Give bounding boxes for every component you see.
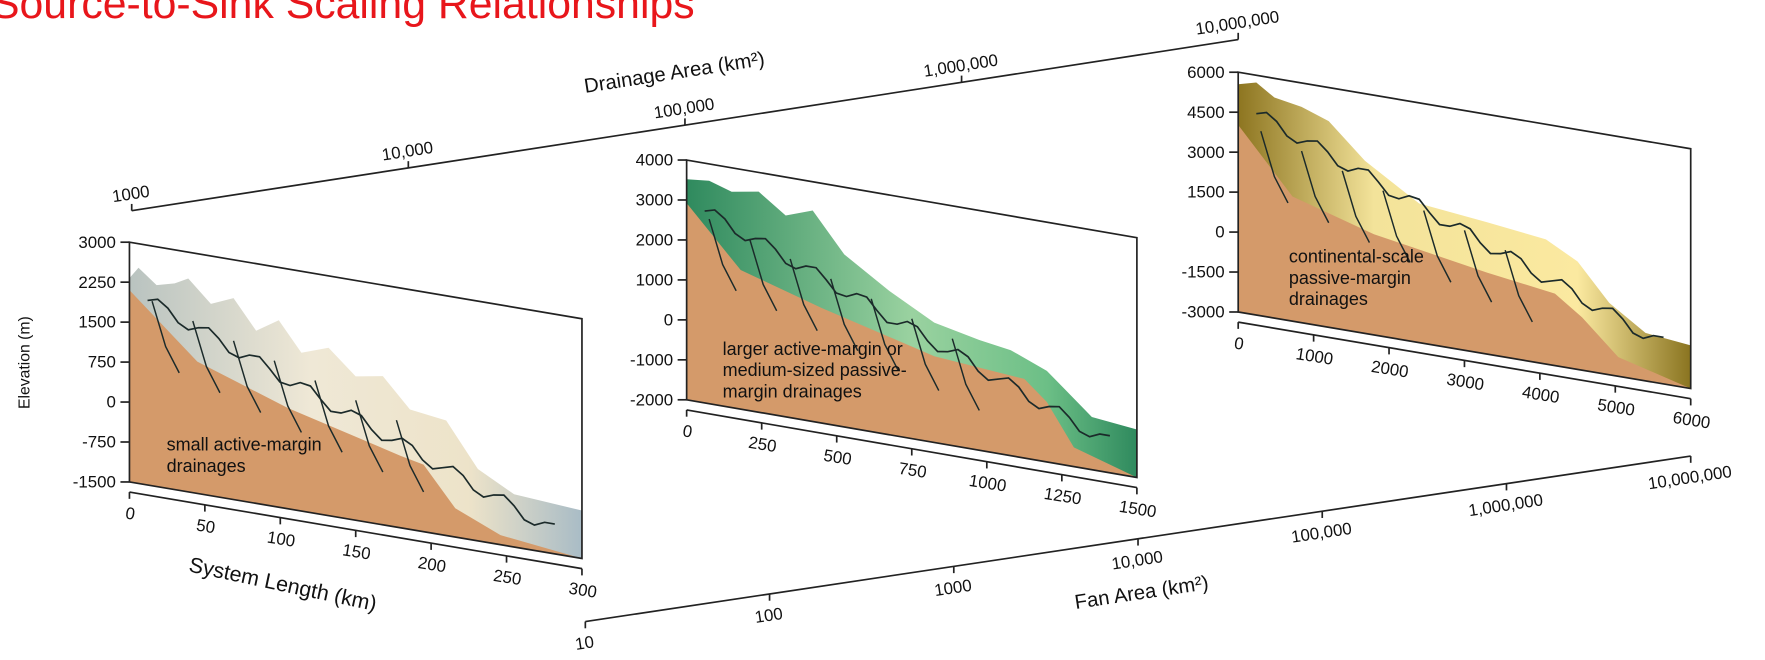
elevation-tick-label: -1500: [1182, 263, 1225, 282]
length-tick-label: 4000: [1521, 382, 1561, 407]
elevation-tick-label: 0: [107, 393, 116, 412]
length-tick-label: 250: [747, 433, 778, 456]
elevation-tick-label: 3000: [78, 233, 116, 252]
elevation-tick-label: 0: [664, 310, 673, 329]
length-tick-label: 1500: [1118, 497, 1158, 522]
axis-tick-label: 1,000,000: [1467, 490, 1544, 520]
axis-tick-label: 10: [574, 632, 595, 654]
length-tick-label: 50: [195, 516, 217, 538]
length-axis-title: System Length (km): [187, 553, 379, 616]
length-tick-label: 100: [266, 528, 297, 551]
length-tick-label: 200: [417, 553, 448, 576]
length-tick-label: 3000: [1445, 370, 1485, 395]
length-tick-label: 300: [567, 579, 598, 602]
elevation-tick-label: 3000: [636, 191, 674, 210]
elevation-tick-label: 750: [88, 353, 116, 372]
title: Source-to-Sink Scaling Relationships: [0, 0, 695, 28]
length-tick-label: 0: [681, 421, 693, 441]
length-tick-label: 5000: [1596, 395, 1636, 420]
elevation-tick-label: -1500: [73, 473, 116, 492]
diagram-layer: 100010,000100,0001,000,00010,000,000Drai…: [16, 7, 1733, 654]
length-tick-label: 1250: [1043, 484, 1083, 509]
length-tick-label: 500: [822, 446, 853, 469]
axis-tick-label: 1000: [111, 182, 151, 207]
elevation-tick-label: 4000: [636, 151, 674, 170]
length-tick-label: 0: [1233, 334, 1245, 354]
elevation-tick-label: 0: [1215, 223, 1224, 242]
elevation-tick-label: 1500: [1187, 183, 1225, 202]
panel-caption: medium-sized passive-: [723, 360, 907, 380]
length-tick-label: 1000: [968, 471, 1008, 496]
length-tick-label: 250: [492, 566, 523, 589]
panel-caption: drainages: [1289, 289, 1368, 309]
elevation-tick-label: 1500: [78, 313, 116, 332]
length-tick-label: 750: [897, 459, 928, 482]
length-tick-label: 6000: [1672, 408, 1712, 433]
elevation-tick-label: -2000: [630, 390, 673, 409]
axis-tick-label: 10,000: [1110, 547, 1164, 573]
elevation-tick-label: -750: [82, 433, 116, 452]
axis-tick-label: 100,000: [1290, 519, 1353, 547]
elevation-tick-label: -1000: [630, 350, 673, 369]
axis-tick-label: 100,000: [653, 94, 716, 122]
length-tick-label: 2000: [1370, 357, 1410, 382]
elevation-tick-label: 3000: [1187, 143, 1225, 162]
panel-caption: larger active-margin or: [723, 339, 903, 359]
axis-tick-label: 100: [753, 604, 784, 627]
elevation-tick-label: -3000: [1182, 303, 1225, 322]
axis-tick-label: 10,000: [381, 138, 435, 165]
panel-caption: small active-margin: [167, 434, 322, 454]
panel-caption: drainages: [167, 456, 246, 476]
length-tick-label: 150: [341, 540, 372, 563]
axis-title: Drainage Area (km²): [583, 48, 767, 98]
elevation-tick-label: 2000: [636, 231, 674, 250]
elevation-tick-label: 4500: [1187, 103, 1225, 122]
elevation-tick-label: 6000: [1187, 63, 1225, 82]
length-tick-label: 1000: [1294, 344, 1334, 369]
elevation-axis-title: Elevation (m): [16, 316, 33, 409]
elevation-tick-label: 2250: [78, 273, 116, 292]
length-tick-label: 0: [124, 504, 136, 524]
elevation-tick-label: 1000: [636, 271, 674, 290]
panel-caption: margin drainages: [723, 382, 862, 402]
panel-caption: continental-scale: [1289, 246, 1424, 266]
axis-tick-label: 10,000,000: [1647, 462, 1733, 493]
panel-caption: passive-margin: [1289, 268, 1411, 288]
axis-title: Fan Area (km²): [1073, 572, 1210, 614]
figure: Source-to-Sink Scaling Relationships 100…: [0, 0, 1765, 660]
axis-tick-label: 1000: [933, 576, 973, 600]
